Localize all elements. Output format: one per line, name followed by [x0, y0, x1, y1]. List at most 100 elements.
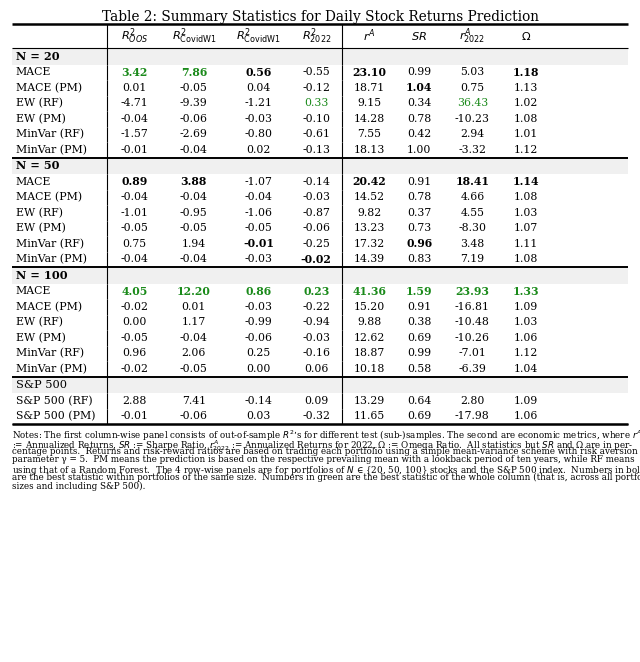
Text: 0.23: 0.23	[303, 286, 330, 297]
Text: 1.18: 1.18	[513, 67, 539, 77]
Text: MACE (PM): MACE (PM)	[15, 83, 82, 93]
Text: S&P 500 (PM): S&P 500 (PM)	[15, 411, 95, 422]
Text: $r^A$: $r^A$	[364, 28, 376, 44]
Text: MinVar (RF): MinVar (RF)	[15, 348, 84, 358]
Text: 18.41: 18.41	[456, 176, 490, 187]
Text: -0.03: -0.03	[244, 302, 273, 312]
Text: 7.19: 7.19	[460, 254, 484, 264]
Text: 13.23: 13.23	[354, 223, 385, 233]
Text: -0.05: -0.05	[120, 223, 148, 233]
Text: 0.78: 0.78	[407, 114, 431, 124]
Text: -0.01: -0.01	[243, 238, 274, 250]
Text: -0.16: -0.16	[302, 348, 330, 358]
Text: MACE: MACE	[15, 286, 51, 297]
Text: N = 50: N = 50	[15, 160, 59, 171]
Text: 9.88: 9.88	[357, 317, 381, 327]
Text: -16.81: -16.81	[455, 302, 490, 312]
Bar	[12, 267, 628, 283]
Text: 0.58: 0.58	[407, 363, 431, 374]
Text: 3.48: 3.48	[460, 239, 484, 249]
Text: centage points.  Returns and risk-reward ratios are based on trading each portfo: centage points. Returns and risk-reward …	[12, 447, 637, 455]
Text: -0.01: -0.01	[120, 411, 148, 421]
Text: -10.23: -10.23	[455, 114, 490, 124]
Text: 1.08: 1.08	[513, 192, 538, 203]
Text: 1.04: 1.04	[514, 363, 538, 374]
Text: 0.96: 0.96	[406, 238, 433, 250]
Text: 1.06: 1.06	[513, 333, 538, 343]
Text: -0.05: -0.05	[180, 363, 208, 374]
Text: 0.06: 0.06	[304, 363, 328, 374]
Text: 15.20: 15.20	[354, 302, 385, 312]
Text: 7.41: 7.41	[182, 396, 206, 406]
Text: 0.34: 0.34	[407, 98, 431, 109]
Text: $\Omega$: $\Omega$	[521, 30, 531, 42]
Text: 1.12: 1.12	[513, 145, 538, 155]
Text: 1.33: 1.33	[513, 286, 539, 297]
Text: using that of a Random Forest.  The 4 row-wise panels are for portfolios of $N$ : using that of a Random Forest. The 4 row…	[12, 464, 640, 477]
Text: 23.10: 23.10	[353, 67, 387, 77]
Text: 4.05: 4.05	[121, 286, 147, 297]
Text: -0.14: -0.14	[302, 177, 330, 187]
Text: S&P 500: S&P 500	[15, 380, 67, 390]
Text: 12.20: 12.20	[177, 286, 211, 297]
Text: -0.80: -0.80	[244, 129, 273, 139]
Text: 0.03: 0.03	[246, 411, 271, 421]
Text: 0.09: 0.09	[304, 396, 328, 406]
Text: -0.99: -0.99	[244, 317, 273, 327]
Text: MACE (PM): MACE (PM)	[15, 302, 82, 312]
Text: -4.71: -4.71	[120, 98, 148, 109]
Bar	[12, 377, 628, 393]
Text: $r^A_{2022}$: $r^A_{2022}$	[460, 26, 486, 46]
Text: sizes and including S&P 500).: sizes and including S&P 500).	[12, 482, 145, 491]
Text: -1.07: -1.07	[244, 177, 273, 187]
Text: -0.04: -0.04	[120, 192, 148, 203]
Text: 0.83: 0.83	[407, 254, 431, 264]
Text: 0.25: 0.25	[246, 348, 271, 358]
Text: 0.89: 0.89	[121, 176, 147, 187]
Text: 0.99: 0.99	[407, 68, 431, 77]
Text: 0.75: 0.75	[460, 83, 484, 93]
Text: MACE: MACE	[15, 177, 51, 187]
Text: 41.36: 41.36	[353, 286, 387, 297]
Text: 0.75: 0.75	[122, 239, 147, 249]
Text: 0.69: 0.69	[407, 411, 431, 421]
Text: 36.43: 36.43	[457, 98, 488, 109]
Text: -0.02: -0.02	[301, 254, 332, 265]
Text: -3.32: -3.32	[458, 145, 486, 155]
Text: -0.25: -0.25	[302, 239, 330, 249]
Text: 2.80: 2.80	[460, 396, 484, 406]
Text: 1.94: 1.94	[182, 239, 206, 249]
Text: 1.08: 1.08	[513, 114, 538, 124]
Text: S&P 500 (RF): S&P 500 (RF)	[15, 396, 92, 406]
Text: -7.01: -7.01	[458, 348, 486, 358]
Text: 1.09: 1.09	[514, 396, 538, 406]
Text: N = 100: N = 100	[15, 269, 67, 281]
Text: -0.55: -0.55	[303, 68, 330, 77]
Text: 0.91: 0.91	[407, 177, 431, 187]
Text: 3.42: 3.42	[121, 67, 147, 77]
Text: 2.88: 2.88	[122, 396, 147, 406]
Text: 2.06: 2.06	[182, 348, 206, 358]
Text: 0.42: 0.42	[407, 129, 431, 139]
Text: EW (PM): EW (PM)	[15, 114, 65, 124]
Text: -0.04: -0.04	[244, 192, 273, 203]
Text: 17.32: 17.32	[354, 239, 385, 249]
Text: 1.04: 1.04	[406, 82, 433, 93]
Text: 12.62: 12.62	[354, 333, 385, 343]
Text: -0.06: -0.06	[244, 333, 273, 343]
Text: := Annualized Returns, $SR$ := Sharpe Ratio, $r^A_{2022}$ := Annualized Returns : := Annualized Returns, $SR$ := Sharpe Ra…	[12, 438, 633, 453]
Text: 1.14: 1.14	[513, 176, 539, 187]
Text: -1.01: -1.01	[120, 208, 148, 218]
Text: -0.10: -0.10	[302, 114, 330, 124]
Text: 1.09: 1.09	[514, 302, 538, 312]
Text: $R^2_{OOS}$: $R^2_{OOS}$	[121, 26, 148, 46]
Text: 1.01: 1.01	[513, 129, 538, 139]
Text: 1.02: 1.02	[513, 98, 538, 109]
Text: -0.06: -0.06	[180, 411, 208, 421]
Text: MinVar (RF): MinVar (RF)	[15, 129, 84, 140]
Text: 0.00: 0.00	[246, 363, 271, 374]
Text: 1.08: 1.08	[513, 254, 538, 264]
Text: -1.21: -1.21	[244, 98, 273, 109]
Text: 2.94: 2.94	[460, 129, 484, 139]
Text: 14.28: 14.28	[354, 114, 385, 124]
